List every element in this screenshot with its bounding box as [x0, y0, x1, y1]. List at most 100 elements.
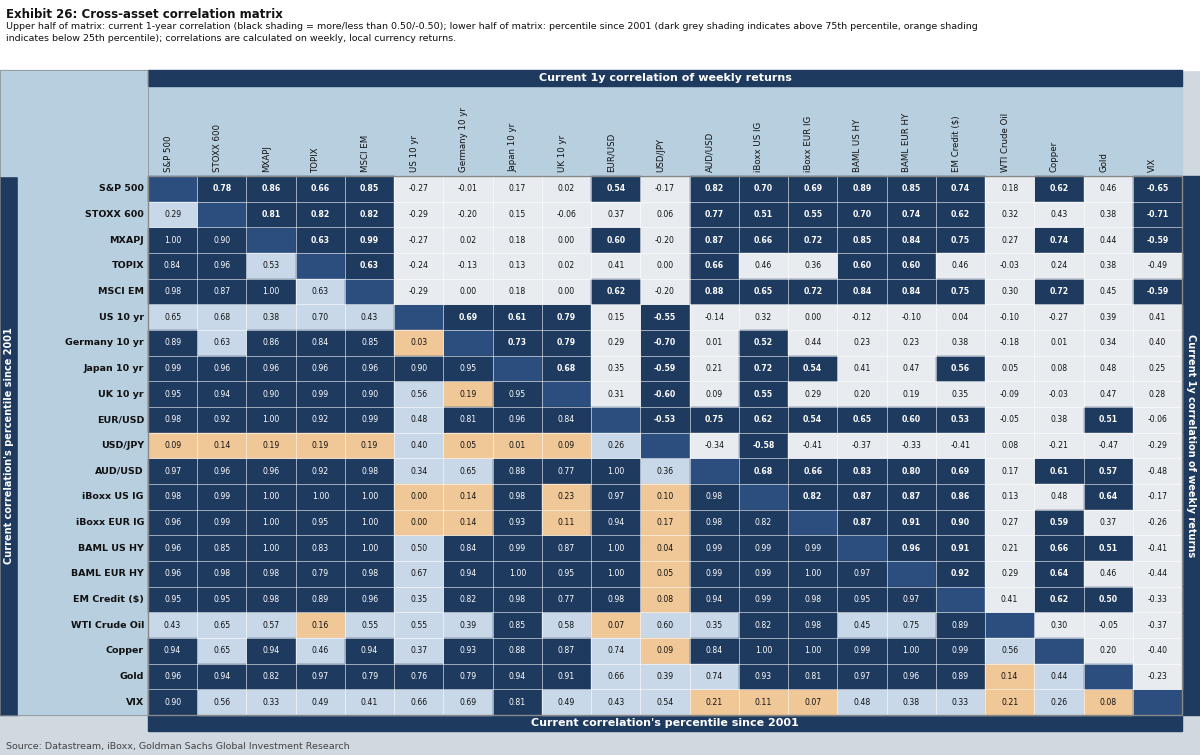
Text: 0.72: 0.72 — [803, 287, 822, 296]
Bar — [296, 279, 344, 304]
Bar — [788, 177, 838, 202]
Text: 0.79: 0.79 — [460, 672, 476, 681]
Bar — [296, 202, 344, 227]
Text: -0.47: -0.47 — [1098, 441, 1118, 450]
Bar — [198, 535, 246, 561]
Text: 0.56: 0.56 — [1001, 646, 1019, 655]
Bar — [887, 689, 936, 715]
Text: 0.41: 0.41 — [607, 261, 624, 270]
Text: 0.90: 0.90 — [950, 518, 970, 527]
Text: 0.33: 0.33 — [263, 698, 280, 707]
Text: 0.95: 0.95 — [460, 364, 476, 373]
Text: 0.26: 0.26 — [1050, 698, 1068, 707]
Bar — [838, 484, 887, 510]
Text: iBoxx EUR IG: iBoxx EUR IG — [804, 116, 812, 172]
Text: 0.57: 0.57 — [263, 621, 280, 630]
Bar — [838, 433, 887, 458]
Bar — [936, 664, 985, 689]
Text: Gold: Gold — [120, 672, 144, 681]
Text: 0.14: 0.14 — [460, 492, 476, 501]
Text: 0.75: 0.75 — [902, 621, 919, 630]
Text: -0.20: -0.20 — [458, 210, 478, 219]
Text: 0.43: 0.43 — [1050, 210, 1068, 219]
Text: 0.84: 0.84 — [852, 287, 871, 296]
Bar — [542, 253, 590, 279]
Bar — [788, 587, 838, 612]
Bar — [592, 279, 640, 304]
Bar — [395, 407, 443, 433]
Text: 0.81: 0.81 — [460, 415, 476, 424]
Bar — [936, 689, 985, 715]
Bar — [542, 202, 590, 227]
Bar — [1034, 279, 1084, 304]
Bar — [788, 689, 838, 715]
Text: 0.75: 0.75 — [704, 415, 724, 424]
Text: 0.35: 0.35 — [607, 364, 624, 373]
Text: 0.39: 0.39 — [1099, 313, 1117, 322]
Bar — [346, 612, 394, 638]
Text: 0.09: 0.09 — [706, 390, 722, 399]
Bar — [198, 253, 246, 279]
Text: 0.00: 0.00 — [558, 236, 575, 245]
Bar — [641, 664, 689, 689]
Text: -0.33: -0.33 — [1147, 595, 1168, 604]
Text: Current 1y correlation of weekly returns: Current 1y correlation of weekly returns — [539, 73, 792, 83]
Bar — [395, 458, 443, 484]
Bar — [1084, 689, 1133, 715]
Text: -0.60: -0.60 — [654, 390, 676, 399]
Text: 0.09: 0.09 — [164, 441, 181, 450]
Text: 0.54: 0.54 — [803, 415, 822, 424]
Text: 0.91: 0.91 — [950, 544, 970, 553]
Text: 0.93: 0.93 — [755, 672, 772, 681]
Bar — [1133, 356, 1182, 381]
Bar — [247, 381, 295, 407]
Bar — [395, 433, 443, 458]
Text: MSCI EM: MSCI EM — [360, 134, 370, 172]
Text: 0.47: 0.47 — [1099, 390, 1117, 399]
Bar — [641, 279, 689, 304]
Text: 0.55: 0.55 — [754, 390, 773, 399]
Bar — [1034, 177, 1084, 202]
Text: 0.58: 0.58 — [558, 621, 575, 630]
Text: 0.98: 0.98 — [263, 595, 280, 604]
Text: 0.87: 0.87 — [704, 236, 724, 245]
Bar — [788, 484, 838, 510]
Bar — [1034, 535, 1084, 561]
Bar — [346, 330, 394, 356]
Text: Upper half of matrix: current 1-year correlation (black shading = more/less than: Upper half of matrix: current 1-year cor… — [6, 22, 978, 31]
Text: 0.11: 0.11 — [558, 518, 575, 527]
Bar — [641, 330, 689, 356]
Text: 0.68: 0.68 — [754, 467, 773, 476]
Text: -0.34: -0.34 — [704, 441, 725, 450]
Text: Copper: Copper — [106, 646, 144, 655]
Bar — [788, 253, 838, 279]
Text: 0.69: 0.69 — [458, 313, 478, 322]
Bar — [542, 587, 590, 612]
Text: 0.50: 0.50 — [410, 544, 427, 553]
Bar — [247, 177, 295, 202]
Text: -0.03: -0.03 — [1000, 261, 1020, 270]
Bar — [788, 407, 838, 433]
Bar — [985, 535, 1034, 561]
Text: 0.03: 0.03 — [410, 338, 427, 347]
Text: -0.17: -0.17 — [655, 184, 674, 193]
Bar — [936, 587, 985, 612]
Bar — [198, 689, 246, 715]
Text: 0.95: 0.95 — [164, 390, 181, 399]
Bar — [838, 407, 887, 433]
Bar — [641, 202, 689, 227]
Bar — [493, 177, 541, 202]
Bar — [936, 638, 985, 664]
Bar — [592, 356, 640, 381]
Bar — [936, 561, 985, 587]
Bar — [592, 689, 640, 715]
Bar — [395, 561, 443, 587]
Bar — [542, 689, 590, 715]
Text: BAML EUR HY: BAML EUR HY — [902, 112, 911, 172]
Bar — [198, 228, 246, 253]
Bar — [493, 381, 541, 407]
Bar — [788, 228, 838, 253]
Text: -0.48: -0.48 — [1147, 467, 1168, 476]
Bar — [1034, 664, 1084, 689]
Text: 0.83: 0.83 — [312, 544, 329, 553]
